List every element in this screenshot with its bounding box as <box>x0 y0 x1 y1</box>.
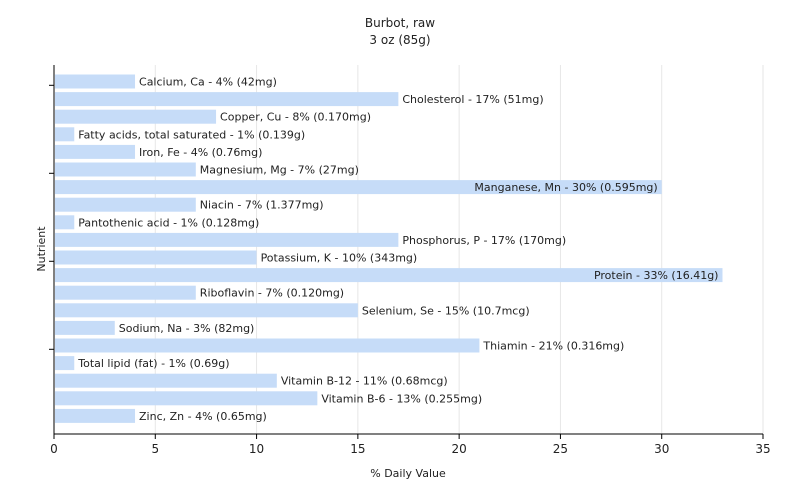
bar <box>55 285 196 300</box>
y-axis-label: Nutrient <box>35 226 48 272</box>
chart-subtitle: 3 oz (85g) <box>369 33 430 47</box>
bar <box>55 144 136 159</box>
data-label: Zinc, Zn - 4% (0.65mg) <box>139 410 267 423</box>
data-label: Niacin - 7% (1.377mg) <box>200 199 324 212</box>
bar <box>55 109 217 124</box>
x-tick-label: 20 <box>452 442 467 456</box>
bar <box>55 320 115 335</box>
data-label: Iron, Fe - 4% (0.76mg) <box>139 146 262 159</box>
bar <box>55 268 723 283</box>
data-label: Riboflavin - 7% (0.120mg) <box>200 287 344 300</box>
bar <box>55 250 257 265</box>
bar <box>55 197 196 212</box>
gridlines <box>154 65 764 434</box>
data-label: Thiamin - 21% (0.316mg) <box>482 340 624 353</box>
bars-group: Calcium, Ca - 4% (42mg) Cholesterol - 17%… <box>55 74 723 423</box>
bar <box>55 408 136 423</box>
data-label: Sodium, Na - 3% (82mg) <box>119 322 255 335</box>
data-label: Potassium, K - 10% (343mg) <box>261 252 418 265</box>
x-tick-label: 30 <box>654 442 669 456</box>
bar <box>55 92 399 107</box>
x-tick-label: 25 <box>553 442 568 456</box>
data-label: Total lipid (fat) - 1% (0.69g) <box>77 357 229 370</box>
bar <box>55 162 196 177</box>
data-label: Vitamin B-12 - 11% (0.68mcg) <box>281 375 448 388</box>
axes-group <box>49 65 763 435</box>
x-tick-labels: 0 5 10 15 20 25 30 35 <box>50 434 771 456</box>
data-label: Selenium, Se - 15% (10.7mcg) <box>362 304 530 317</box>
bar <box>55 127 75 142</box>
data-label: Manganese, Mn - 30% (0.595mg) <box>474 181 657 194</box>
data-label: Magnesium, Mg - 7% (27mg) <box>200 164 359 177</box>
bar <box>55 338 480 353</box>
x-tick-label: 0 <box>50 442 58 456</box>
bar <box>55 215 75 230</box>
bar <box>55 356 75 371</box>
data-label: Vitamin B-6 - 13% (0.255mg) <box>321 392 482 405</box>
data-label: Protein - 33% (16.41g) <box>594 269 719 282</box>
bar <box>55 180 662 195</box>
x-tick-label: 15 <box>350 442 365 456</box>
x-axis-label: % Daily Value <box>370 467 446 480</box>
data-label: Phosphorus, P - 17% (170mg) <box>402 234 566 247</box>
x-tick-label: 5 <box>151 442 159 456</box>
bar <box>55 74 136 89</box>
bar <box>55 232 399 247</box>
data-label: Pantothenic acid - 1% (0.128mg) <box>78 216 259 229</box>
bar <box>55 391 318 406</box>
data-label: Cholesterol - 17% (51mg) <box>402 93 543 106</box>
bar <box>55 373 277 388</box>
data-label: Calcium, Ca - 4% (42mg) <box>139 76 277 89</box>
x-tick-label: 10 <box>249 442 264 456</box>
data-label: Copper, Cu - 8% (0.170mg) <box>220 111 371 124</box>
x-tick-label: 35 <box>755 442 770 456</box>
chart-title: Burbot, raw <box>365 16 435 30</box>
data-label: Fatty acids, total saturated - 1% (0.139… <box>78 128 305 141</box>
bar <box>55 303 358 318</box>
